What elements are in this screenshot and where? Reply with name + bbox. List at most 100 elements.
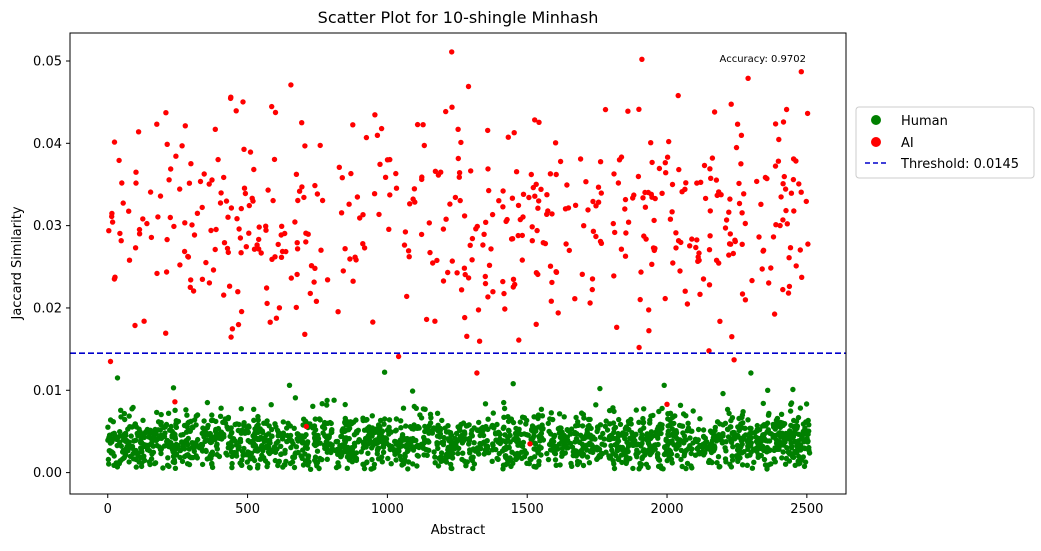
human-point xyxy=(640,415,646,422)
human-point xyxy=(408,439,414,445)
ai-point xyxy=(319,197,326,204)
human-point xyxy=(806,447,812,454)
ai-point xyxy=(706,348,712,354)
human-point xyxy=(787,429,793,435)
ai-point xyxy=(288,275,294,281)
human-point xyxy=(336,463,342,469)
human-point xyxy=(573,423,579,429)
human-point xyxy=(126,459,132,465)
ai-point xyxy=(454,270,460,276)
human-point xyxy=(459,456,465,463)
human-point xyxy=(184,412,190,418)
human-point xyxy=(756,441,762,447)
human-point xyxy=(639,432,645,438)
human-point xyxy=(289,459,296,465)
ai-point xyxy=(734,121,741,127)
ai-point xyxy=(238,205,244,212)
human-point xyxy=(201,418,207,424)
human-point xyxy=(510,381,516,387)
ai-point xyxy=(572,202,579,208)
human-point xyxy=(548,440,554,447)
human-point xyxy=(497,440,503,447)
human-point xyxy=(126,413,132,419)
ai-point xyxy=(313,298,320,304)
human-point xyxy=(787,435,793,442)
human-point xyxy=(787,408,794,414)
human-point xyxy=(510,419,517,426)
ai-point xyxy=(411,186,418,192)
ai-point xyxy=(799,274,805,280)
human-point xyxy=(780,449,786,455)
human-point xyxy=(658,465,665,471)
ai-point xyxy=(265,187,271,193)
human-point xyxy=(638,443,644,449)
human-point xyxy=(500,462,507,468)
ai-point xyxy=(502,306,508,312)
ai-point xyxy=(206,181,212,187)
ai-point xyxy=(642,189,648,196)
ai-point xyxy=(730,250,736,257)
ai-point xyxy=(598,190,604,196)
human-point xyxy=(718,437,724,443)
human-point xyxy=(319,456,325,463)
ai-point xyxy=(186,180,193,186)
human-point xyxy=(177,454,183,461)
human-point xyxy=(383,436,390,442)
ai-point xyxy=(667,216,674,222)
human-point xyxy=(714,419,721,425)
human-point xyxy=(312,457,318,463)
human-point xyxy=(310,403,316,409)
human-point xyxy=(286,382,293,388)
ai-point xyxy=(272,109,279,116)
human-point xyxy=(797,442,804,448)
ai-point xyxy=(164,236,170,243)
ai-point xyxy=(649,261,655,267)
human-point xyxy=(507,439,513,445)
human-point xyxy=(700,449,706,455)
human-point xyxy=(539,413,546,419)
human-point xyxy=(630,465,636,472)
human-point xyxy=(438,454,444,460)
human-point xyxy=(655,441,661,448)
ai-point xyxy=(189,222,195,228)
ai-point xyxy=(256,224,262,230)
ai-point xyxy=(199,276,206,282)
human-point xyxy=(519,414,526,420)
human-point xyxy=(690,408,696,414)
ai-point xyxy=(701,162,708,169)
human-point xyxy=(118,407,124,413)
human-point xyxy=(369,445,375,451)
ai-point xyxy=(529,224,535,230)
ai-point xyxy=(733,144,740,151)
ai-point xyxy=(500,204,506,210)
human-point xyxy=(280,419,286,425)
ai-point xyxy=(625,108,631,114)
ai-point xyxy=(513,169,520,175)
human-point xyxy=(439,417,445,424)
ai-point xyxy=(376,211,382,218)
human-point xyxy=(229,443,235,449)
human-point xyxy=(697,416,703,422)
human-point xyxy=(427,411,434,417)
ai-point xyxy=(223,198,230,204)
human-point xyxy=(505,435,511,441)
human-point xyxy=(325,435,332,441)
human-point xyxy=(410,461,416,467)
ai-point xyxy=(443,108,449,115)
ai-point xyxy=(777,222,783,229)
ai-point xyxy=(181,248,188,255)
ai-point xyxy=(432,318,438,324)
human-point xyxy=(305,453,312,459)
human-point xyxy=(656,408,662,415)
ai-point xyxy=(250,198,256,204)
human-point xyxy=(556,441,562,447)
ai-point xyxy=(395,353,402,360)
ai-point xyxy=(682,186,688,192)
human-point xyxy=(766,410,772,417)
ai-point xyxy=(780,286,786,293)
ai-point xyxy=(669,209,675,215)
human-point xyxy=(158,435,165,441)
ai-point xyxy=(299,184,305,190)
ai-point xyxy=(147,189,154,195)
human-point xyxy=(208,451,214,457)
